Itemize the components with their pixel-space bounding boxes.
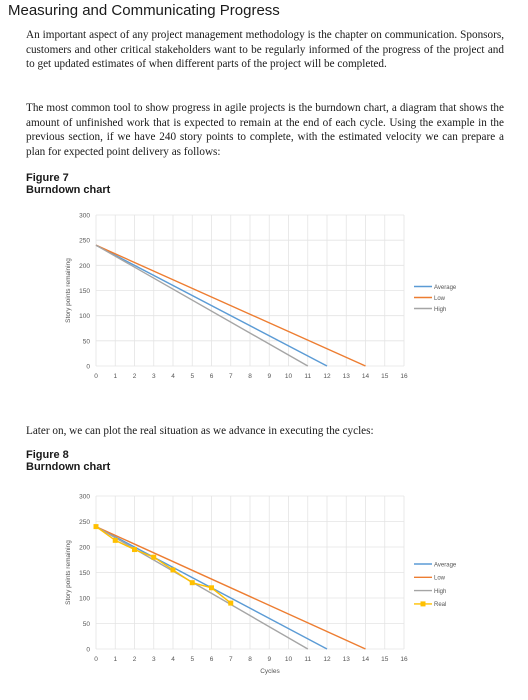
y-tick-label: 250 — [79, 519, 90, 526]
x-tick-label: 5 — [190, 656, 194, 663]
legend-label: Low — [434, 296, 446, 302]
x-tick-label: 0 — [94, 373, 98, 380]
real-situation-paragraph: Later on, we can plot the real situation… — [26, 425, 374, 437]
x-tick-label: 7 — [229, 373, 233, 380]
series-line-low — [95, 244, 366, 367]
y-tick-label: 300 — [79, 494, 90, 501]
x-tick-label: 1 — [113, 373, 117, 380]
series-line-real — [95, 526, 232, 604]
figure-7-label: Figure 7 — [26, 172, 69, 184]
y-tick-label: 200 — [79, 263, 90, 270]
x-tick-label: 16 — [400, 373, 408, 380]
series-point-real — [112, 537, 118, 543]
x-tick-label: 10 — [285, 656, 293, 663]
x-tick-label: 12 — [323, 373, 331, 380]
y-tick-label: 100 — [79, 313, 90, 320]
x-tick-label: 7 — [229, 656, 233, 663]
figure-8-label: Figure 8 — [26, 449, 69, 461]
figure-7-title: Burndown chart — [26, 184, 111, 196]
x-tick-label: 11 — [304, 373, 311, 380]
y-tick-label: 300 — [79, 213, 90, 220]
y-tick-label: 150 — [79, 288, 90, 295]
y-tick-label: 150 — [79, 570, 90, 577]
x-tick-label: 12 — [323, 656, 331, 663]
y-axis-label: Story points remaining — [65, 258, 72, 323]
legend-label: Average — [434, 285, 457, 291]
x-tick-label: 14 — [362, 656, 370, 663]
intro-paragraph: An important aspect of any project manag… — [26, 29, 504, 71]
x-axis-label: Cycles — [260, 668, 280, 675]
x-tick-label: 2 — [133, 656, 137, 663]
page-title: Measuring and Communicating Progress — [8, 2, 280, 19]
x-tick-label: 16 — [400, 656, 408, 663]
y-tick-label: 50 — [83, 621, 91, 628]
x-tick-label: 5 — [190, 373, 194, 380]
x-tick-label: 3 — [152, 373, 156, 380]
x-tick-label: 9 — [267, 656, 271, 663]
x-tick-label: 2 — [133, 373, 137, 380]
x-tick-label: 3 — [152, 656, 156, 663]
x-tick-label: 9 — [267, 373, 271, 380]
series-point-real — [189, 580, 195, 586]
y-tick-label: 100 — [79, 596, 90, 603]
x-tick-label: 4 — [171, 373, 175, 380]
y-tick-label: 200 — [79, 545, 90, 552]
x-tick-label: 6 — [210, 373, 214, 380]
y-tick-label: 50 — [83, 338, 91, 345]
legend-label: Low — [434, 576, 446, 582]
x-tick-label: 13 — [343, 373, 351, 380]
series-line-average — [95, 244, 328, 367]
x-tick-label: 1 — [113, 656, 117, 663]
series-line-high — [95, 244, 309, 367]
x-tick-label: 0 — [94, 656, 98, 663]
x-tick-label: 6 — [210, 656, 214, 663]
y-tick-label: 250 — [79, 238, 90, 245]
y-tick-label: 0 — [86, 364, 90, 371]
legend-label: Average — [434, 562, 457, 568]
series-line-high — [95, 525, 309, 650]
legend-label: Real — [434, 602, 446, 608]
x-tick-label: 13 — [343, 656, 351, 663]
series-point-real — [209, 585, 214, 591]
x-tick-label: 8 — [248, 373, 252, 380]
series-line-low — [95, 525, 366, 650]
x-tick-label: 15 — [381, 373, 389, 380]
x-tick-label: 8 — [248, 656, 252, 663]
legend-label: High — [434, 307, 446, 313]
burndown-paragraph: The most common tool to show progress in… — [26, 102, 504, 158]
y-axis-label: Story points remaining — [65, 540, 72, 605]
series-point-real — [93, 524, 99, 530]
x-tick-label: 11 — [304, 656, 311, 663]
series-point-real — [170, 567, 176, 573]
x-tick-label: 14 — [362, 373, 370, 380]
y-tick-label: 0 — [86, 647, 90, 654]
series-point-real — [228, 600, 234, 606]
x-tick-label: 15 — [381, 656, 389, 663]
figure-8-title: Burndown chart — [26, 461, 111, 473]
series-point-real — [151, 554, 157, 560]
x-tick-label: 4 — [171, 656, 175, 663]
series-point-real — [132, 547, 137, 553]
x-tick-label: 10 — [285, 373, 293, 380]
legend-label: High — [434, 589, 446, 595]
legend-swatch-marker — [420, 601, 426, 607]
